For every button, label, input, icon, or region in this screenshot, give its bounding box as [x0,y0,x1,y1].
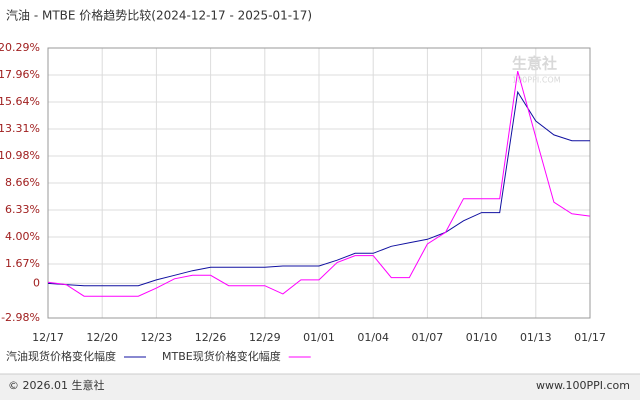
legend-label: MTBE现货价格变化幅度 [162,349,281,363]
y-tick-label: 13.31% [0,122,40,135]
plot-border [47,47,591,319]
y-tick-label: 10.98% [0,149,40,162]
y-tick-label: 6.33% [5,203,40,216]
y-tick-label: 20.29% [0,41,40,54]
x-tick-label: 12/23 [141,331,173,344]
x-tick-label: 01/17 [574,331,606,344]
y-tick-label: 15.64% [0,95,40,108]
y-tick-label: 8.66% [5,176,40,189]
y-tick-label: 17.96% [0,68,40,81]
y-tick-label: 1.67% [5,257,40,270]
x-tick-label: 12/20 [86,331,118,344]
x-tick-label: 01/10 [466,331,498,344]
footer-right: www.100PPI.com [536,379,630,392]
y-tick-label: -2.98% [1,311,40,324]
footer-band [0,374,640,400]
y-tick-label: 0 [33,276,40,289]
series-line [47,70,591,297]
x-tick-label: 01/13 [520,331,552,344]
watermark-name: 生意社 [512,55,557,73]
series-line [47,90,590,287]
footer-left: © 2026.01 生意社 [8,378,104,392]
x-tick-label: 12/26 [195,331,227,344]
chart-title: 汽油 - MTBE 价格趋势比较(2024-12-17 - 2025-01-17… [6,8,312,23]
x-tick-label: 01/04 [357,331,389,344]
x-tick-label: 01/07 [412,331,444,344]
legend-label: 汽油现货价格变化幅度 [6,349,116,363]
x-tick-label: 01/01 [303,331,335,344]
x-tick-label: 12/17 [32,331,64,344]
watermark-url: 100PPI.COM [512,76,561,85]
y-tick-label: 4.00% [5,230,40,243]
x-tick-label: 12/29 [249,331,281,344]
